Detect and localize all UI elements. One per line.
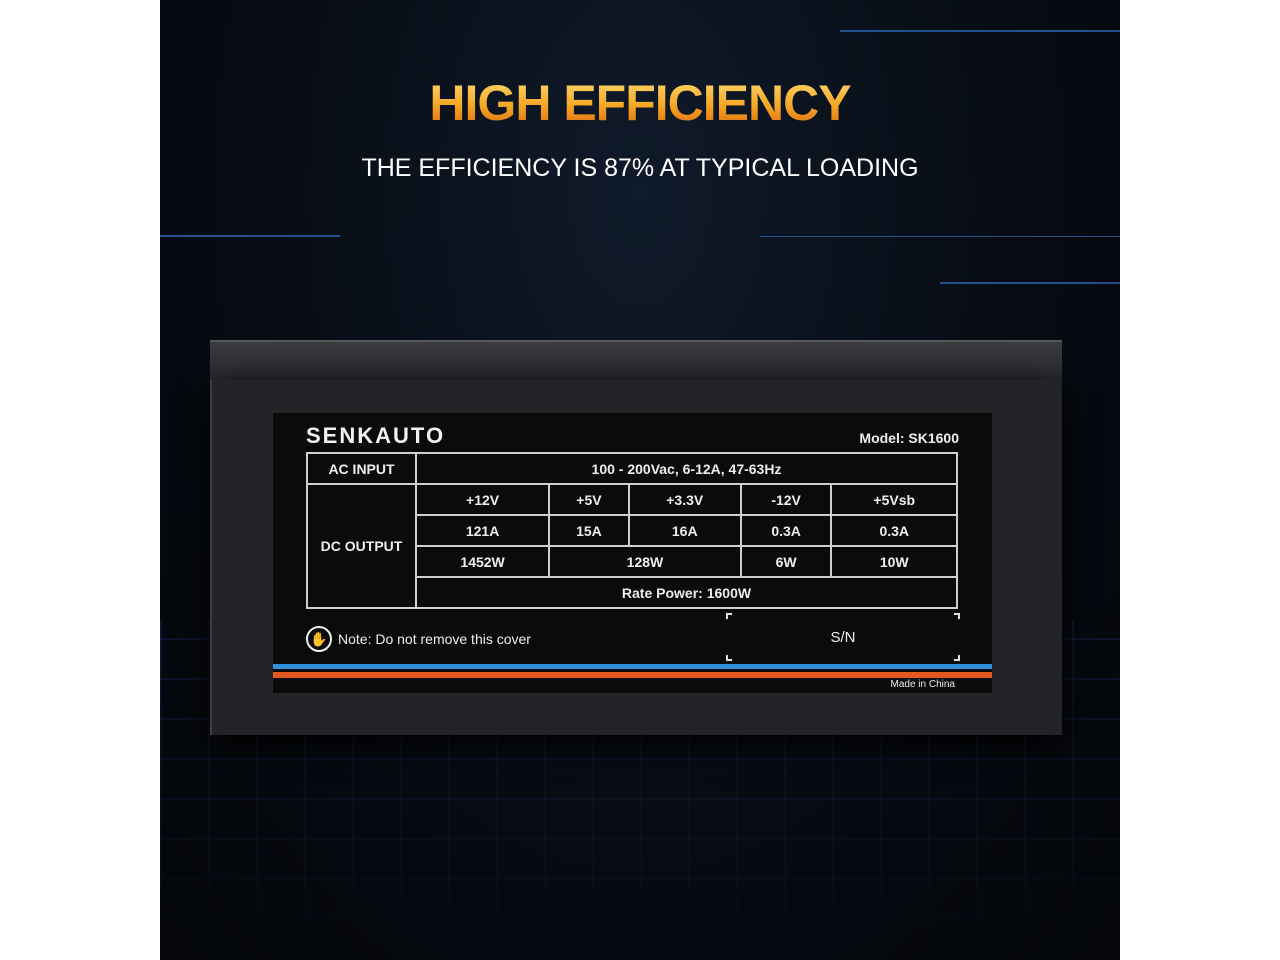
table-row: DC OUTPUT +12V +5V +3.3V -12V +5Vsb bbox=[306, 483, 958, 609]
made-in: Made in China bbox=[890, 679, 955, 690]
circuit-line bbox=[940, 282, 1120, 284]
ac-input-label: AC INPUT bbox=[306, 452, 417, 485]
dc-output-label: DC OUTPUT bbox=[306, 483, 417, 609]
table-row: Rate Power: 1600W bbox=[307, 576, 958, 609]
power-cell: 10W bbox=[830, 545, 958, 578]
circuit-line bbox=[160, 235, 340, 237]
spec-label: SENKAUTO Model: SK1600 AC INPUT 100 - 20… bbox=[273, 413, 992, 693]
rail-cell: +3.3V bbox=[627, 483, 742, 516]
power-cell: 1452W bbox=[414, 545, 551, 578]
table-row: 121A 15A 16A 0.3A 0.3A bbox=[307, 514, 958, 547]
table-row: AC INPUT 100 - 200Vac, 6-12A, 47-63Hz bbox=[306, 452, 958, 485]
circuit-line bbox=[760, 236, 1120, 237]
headline: HIGH EFFICIENCY bbox=[160, 74, 1120, 132]
rate-power: Rate Power: 1600W bbox=[415, 576, 958, 609]
ac-input-value: 100 - 200Vac, 6-12A, 47-63Hz bbox=[415, 452, 958, 485]
power-cell: 128W bbox=[548, 545, 742, 578]
blue-stripe bbox=[273, 664, 992, 669]
power-cell: 6W bbox=[739, 545, 833, 578]
circuit-line bbox=[840, 30, 1120, 50]
product-image: HIGH EFFICIENCY THE EFFICIENCY IS 87% AT… bbox=[160, 0, 1120, 960]
rail-cell: +5V bbox=[548, 483, 630, 516]
table-row: 1452W 128W 6W 10W bbox=[307, 545, 958, 578]
serial-number-box: S/N bbox=[726, 613, 960, 661]
subheadline: THE EFFICIENCY IS 87% AT TYPICAL LOADING bbox=[361, 154, 919, 182]
model-number: Model: SK1600 bbox=[859, 430, 959, 446]
spec-table: AC INPUT 100 - 200Vac, 6-12A, 47-63Hz DC… bbox=[306, 452, 958, 609]
corner-mark bbox=[954, 613, 960, 619]
warning-note: ✋ Note: Do not remove this cover bbox=[306, 626, 531, 652]
corner-mark bbox=[954, 655, 960, 661]
brand-logo: SENKAUTO bbox=[306, 423, 446, 448]
current-cell: 0.3A bbox=[830, 514, 958, 547]
corner-mark bbox=[726, 655, 732, 661]
rail-cell: +12V bbox=[414, 483, 551, 516]
orange-stripe bbox=[273, 672, 992, 678]
corner-mark bbox=[726, 613, 732, 619]
rail-cell: -12V bbox=[739, 483, 833, 516]
no-touch-hand-icon: ✋ bbox=[306, 626, 332, 652]
current-cell: 121A bbox=[414, 514, 551, 547]
serial-number-label: S/N bbox=[830, 629, 856, 646]
current-cell: 15A bbox=[548, 514, 630, 547]
note-text: Note: Do not remove this cover bbox=[338, 631, 531, 647]
rail-cell: +5Vsb bbox=[830, 483, 958, 516]
current-cell: 0.3A bbox=[739, 514, 833, 547]
current-cell: 16A bbox=[627, 514, 742, 547]
psu-top-lid bbox=[210, 340, 1062, 382]
